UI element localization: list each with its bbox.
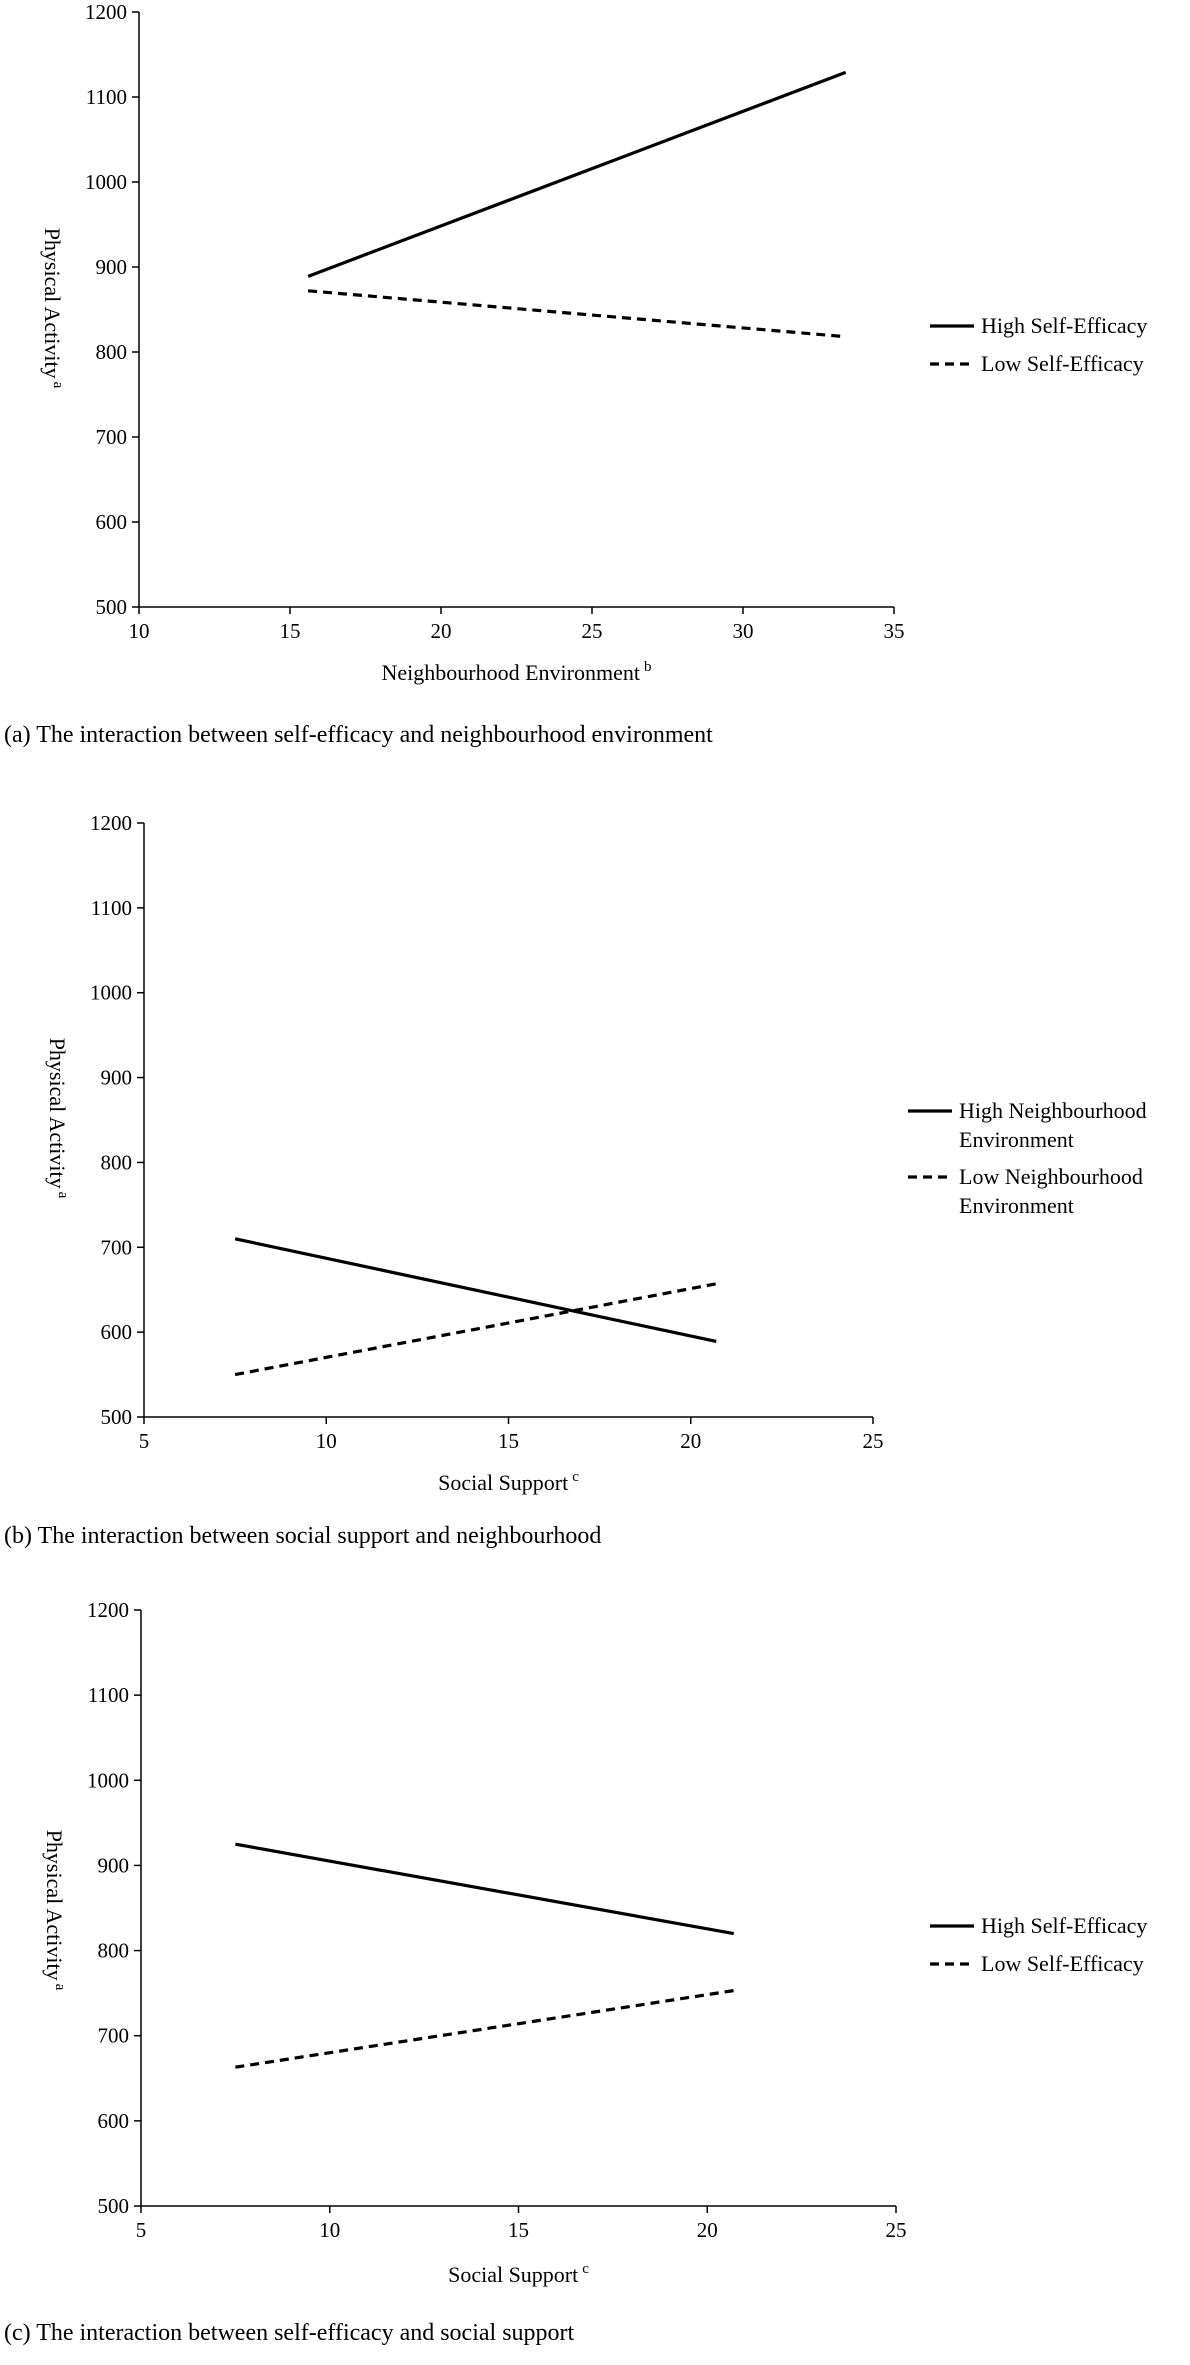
figure-caption: (a) The interaction between self-efficac… (4, 722, 713, 748)
chart-a: 500 600 700 800 900 1000 1100 1200 10 15 20 25 30 35 N… (4, 0, 1147, 748)
figure-caption: (b) The interaction between social suppo… (4, 1523, 601, 1549)
y-tick-label: 500 (98, 2194, 130, 2218)
legend-label: Environment (959, 1127, 1074, 1152)
x-tick-label: 20 (697, 2218, 718, 2242)
x-tick-label: 10 (129, 619, 150, 643)
x-tick-label: 25 (863, 1429, 884, 1453)
series-line-low (235, 1989, 734, 2069)
y-tick-label: 1000 (90, 981, 132, 1005)
y-tick-label: 1000 (85, 170, 127, 194)
series-line-high (234, 1237, 717, 1344)
y-tick-label: 900 (96, 255, 128, 279)
y-tick-label: 700 (96, 425, 128, 449)
y-axis-label: Physical Activitya (42, 1830, 68, 1991)
legend-label: Environment (959, 1193, 1074, 1218)
y-axis-label: Physical Activitya (40, 228, 66, 389)
y-tick-label: 1100 (88, 1683, 129, 1707)
y-tick-label: 800 (96, 340, 128, 364)
y-tick-label: 600 (98, 2109, 130, 2133)
x-tick-label: 20 (431, 619, 452, 643)
legend-label: Low Self-Efficacy (981, 1951, 1144, 1976)
y-tick-label: 600 (96, 510, 128, 534)
legend-label: High Neighbourhood (959, 1098, 1147, 1123)
y-tick-label: 500 (96, 595, 128, 619)
y-tick-label: 500 (101, 1405, 133, 1429)
y-tick-label: 700 (101, 1235, 133, 1259)
legend-label: Low Neighbourhood (959, 1164, 1143, 1189)
x-tick-label: 35 (884, 619, 905, 643)
y-tick-label: 1000 (87, 1768, 129, 1792)
chart-b: 500 600 700 800 900 1000 1100 1200 5 10 15 20 25 Soci… (4, 811, 1147, 1549)
x-tick-label: 15 (280, 619, 301, 643)
y-tick-label: 700 (98, 2024, 130, 2048)
series-line-low (234, 1282, 717, 1377)
series-line-high (307, 70, 847, 278)
y-tick-label: 900 (98, 1853, 130, 1877)
x-axis-label: Social Support c (438, 1469, 579, 1495)
series-line-high (235, 1842, 734, 1936)
x-tick-label: 10 (316, 1429, 337, 1453)
y-tick-label: 1100 (86, 85, 127, 109)
x-axis-label: Neighbourhood Environment b (382, 659, 652, 685)
legend-label: High Self-Efficacy (981, 1913, 1147, 1938)
x-tick-label: 20 (680, 1429, 701, 1453)
y-tick-label: 900 (101, 1066, 133, 1090)
series-line-low (307, 289, 846, 339)
y-tick-label: 600 (101, 1320, 133, 1344)
y-tick-label: 800 (101, 1150, 133, 1174)
x-tick-label: 10 (319, 2218, 340, 2242)
x-tick-label: 25 (886, 2218, 907, 2242)
figure-caption: (c) The interaction between self-efficac… (4, 2320, 575, 2346)
x-axis-label: Social Support c (448, 2261, 589, 2287)
x-tick-label: 25 (582, 619, 603, 643)
chart-c: 500 600 700 800 900 1000 1100 1200 5 10 15 20 25 Soci… (4, 1598, 1147, 2346)
x-tick-label: 15 (498, 1429, 519, 1453)
legend-label: Low Self-Efficacy (981, 351, 1144, 376)
x-tick-label: 5 (136, 2218, 147, 2242)
y-tick-label: 1200 (87, 1598, 129, 1622)
y-axis-label: Physical Activitya (45, 1038, 71, 1199)
x-tick-label: 15 (508, 2218, 529, 2242)
y-tick-label: 1200 (85, 0, 127, 24)
x-tick-label: 5 (139, 1429, 150, 1453)
y-tick-label: 1200 (90, 811, 132, 835)
y-tick-label: 1100 (91, 896, 132, 920)
y-tick-label: 800 (98, 1939, 130, 1963)
legend-label: High Self-Efficacy (981, 313, 1147, 338)
x-tick-label: 30 (733, 619, 754, 643)
